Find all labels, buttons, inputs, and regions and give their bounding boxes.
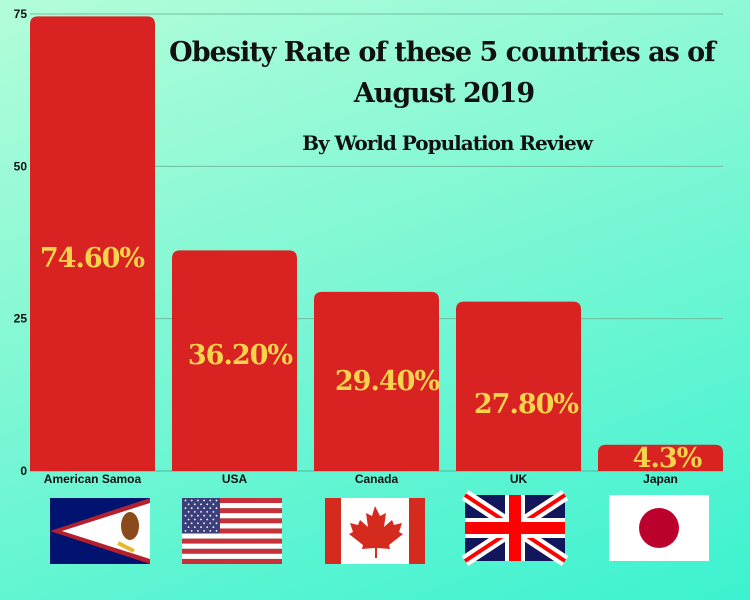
x-tick-label: UK	[510, 472, 528, 486]
y-tick-label: 0	[20, 464, 27, 478]
y-tick-label: 50	[14, 159, 28, 173]
x-tick-label: Canada	[355, 472, 399, 486]
bar	[314, 291, 439, 471]
data-label: 27.80%	[474, 389, 579, 420]
x-tick-label: American Samoa	[44, 472, 142, 486]
data-label: 4.3%	[633, 443, 702, 474]
bar	[598, 444, 723, 471]
uk-flag	[461, 489, 569, 567]
american-samoa-flag	[50, 498, 150, 564]
canada-flag	[325, 498, 425, 564]
japan-flag	[609, 495, 709, 561]
y-tick-label: 75	[14, 7, 28, 21]
chart-title-line2: August 2019	[353, 78, 535, 109]
bar	[456, 301, 581, 471]
x-tick-label: Japan	[643, 472, 678, 486]
x-tick-label: USA	[222, 472, 248, 486]
usa-flag	[182, 498, 282, 564]
data-label: 29.40%	[335, 366, 440, 397]
chart-title-line1: Obesity Rate of these 5 countries as of	[169, 37, 718, 68]
y-tick-label: 25	[14, 312, 28, 326]
data-label: 36.20%	[188, 340, 293, 371]
data-label: 74.60%	[40, 243, 145, 274]
bar	[172, 250, 297, 471]
bar	[30, 16, 155, 471]
chart-subtitle: By World Population Review	[302, 131, 594, 155]
